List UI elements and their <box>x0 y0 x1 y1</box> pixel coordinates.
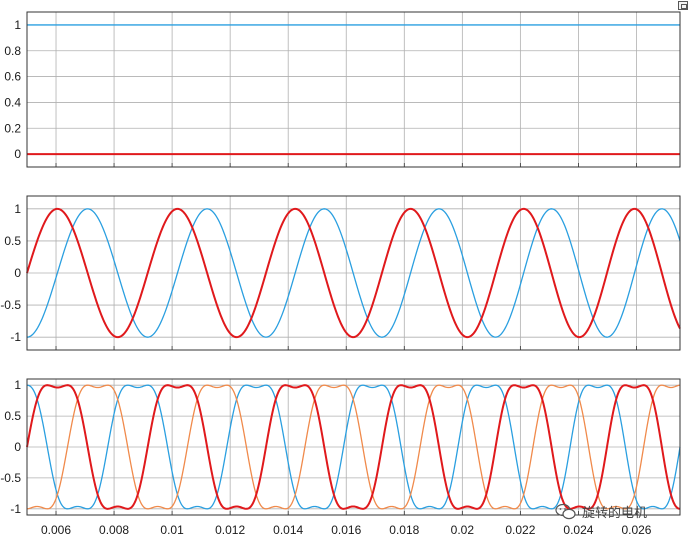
x-tick-label: 0.008 <box>99 523 129 537</box>
y-tick-label: 0.4 <box>4 95 21 109</box>
window-restore-icon[interactable] <box>678 1 688 10</box>
x-tick-label: 0.018 <box>389 523 419 537</box>
x-tick-label: 0.02 <box>451 523 475 537</box>
watermark: 旋转的电机 <box>555 503 647 521</box>
series-line <box>26 384 681 510</box>
x-tick-label: 0.012 <box>215 523 245 537</box>
wechat-icon <box>555 503 576 520</box>
watermark-text: 旋转的电机 <box>582 505 647 521</box>
series-line <box>26 208 681 338</box>
y-tick-label: 0 <box>14 266 21 280</box>
x-tick-label: 0.014 <box>273 523 303 537</box>
y-tick-label: 0.2 <box>4 121 21 135</box>
x-tick-label: 0.01 <box>160 523 184 537</box>
axes-box <box>26 378 681 516</box>
series-line <box>26 384 681 510</box>
y-tick-label: 1 <box>14 202 21 216</box>
y-tick-label: 0 <box>14 440 21 454</box>
y-tick-label: 1 <box>14 378 21 392</box>
y-tick-label: -0.5 <box>0 298 21 312</box>
y-tick-label: 0 <box>14 147 21 161</box>
x-tick-label: 0.006 <box>41 523 71 537</box>
x-tick-label: 0.024 <box>563 523 593 537</box>
y-tick-label: 0.8 <box>4 44 21 58</box>
x-tick-label: 0.016 <box>331 523 361 537</box>
y-tick-label: -1 <box>10 330 21 344</box>
x-tick-label: 0.026 <box>621 523 651 537</box>
plot-panel-3: 1 0.5 0 -0.5 -1 0.006 0.008 0.01 0.012 0.014 0.016… <box>0 378 681 537</box>
axes-box <box>26 195 681 351</box>
axes-box <box>26 11 681 168</box>
y-tick-label: 0.5 <box>4 409 21 423</box>
y-tick-label: 0.5 <box>4 234 21 248</box>
y-tick-label: 1 <box>14 18 21 32</box>
plot-panel-2: 1 0.5 0 -0.5 -1 <box>0 195 681 351</box>
series-line <box>26 384 681 510</box>
x-tick-label: 0.022 <box>505 523 535 537</box>
plot-panel-1: 1 0.8 0.6 0.4 0.2 0 <box>4 11 681 168</box>
y-tick-label: -1 <box>10 502 21 516</box>
y-tick-label: -0.5 <box>0 471 21 485</box>
y-tick-label: 0.6 <box>4 70 21 84</box>
series-line <box>26 207 681 339</box>
plot-area <box>27 12 680 167</box>
